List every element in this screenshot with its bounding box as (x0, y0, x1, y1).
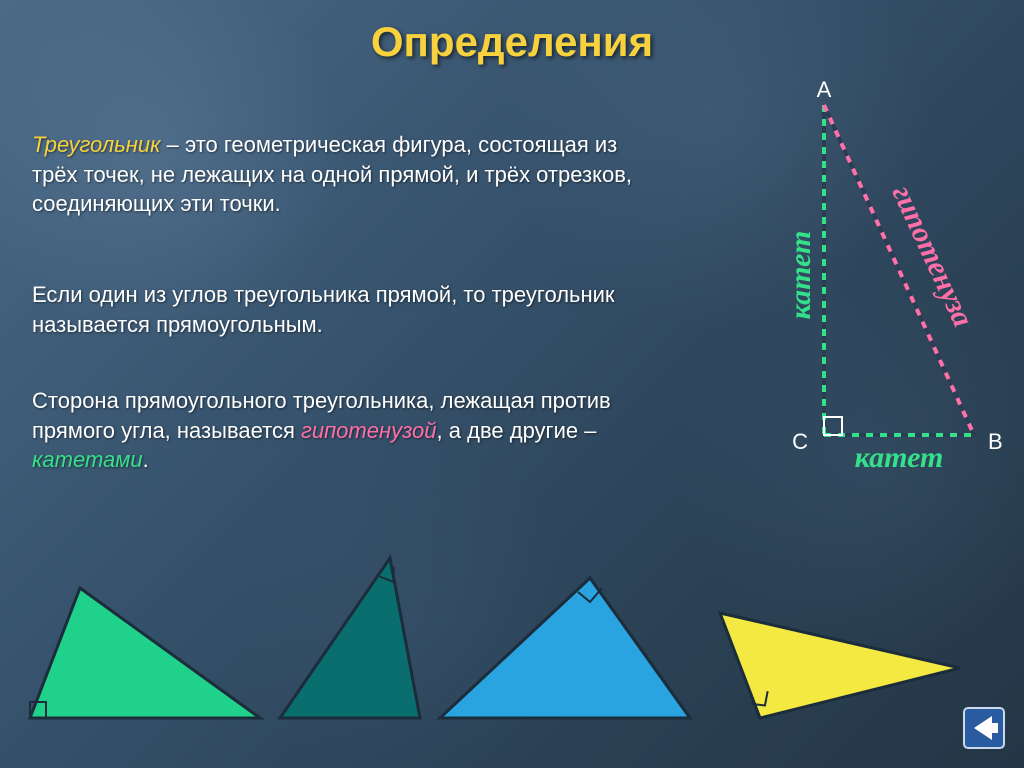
p3-part-b: , а две другие – (437, 418, 597, 443)
term-triangle: Треугольник (32, 132, 161, 157)
vertex-label-a: A (817, 77, 832, 102)
label-cathetus-vertical: катет (784, 231, 817, 320)
vertex-label-c: C (792, 429, 808, 454)
term-cathetus: катетами (32, 447, 143, 472)
triangle-example-1 (30, 588, 260, 718)
paragraph-hypotenuse: Сторона прямоугольного треугольника, леж… (32, 386, 652, 475)
slide-title: Определения (0, 18, 1024, 66)
triangle-example-4 (720, 613, 960, 718)
label-cathetus-horizontal: катет (855, 441, 944, 474)
paragraph-right-triangle: Если один из углов треугольника прямой, … (32, 280, 632, 339)
term-hypotenuse: гипотенузой (301, 418, 437, 443)
back-button[interactable] (962, 706, 1006, 750)
paragraph-definition: Треугольник – это геометрическая фигура,… (32, 130, 652, 219)
vertex-label-b: B (988, 429, 1003, 454)
right-triangle-diagram: A B C катет катет гипотенуза (674, 70, 1004, 500)
triangle-example-2 (280, 558, 420, 718)
right-angle-marker (824, 417, 842, 435)
label-hypotenuse: гипотенуза (886, 180, 980, 332)
example-triangles (0, 528, 1024, 748)
triangle-example-3 (440, 578, 690, 718)
p3-part-c: . (143, 447, 149, 472)
